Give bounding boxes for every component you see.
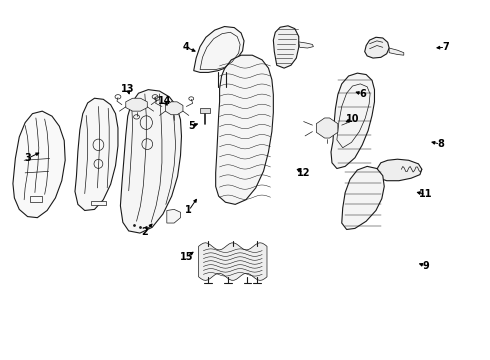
Text: 4: 4 bbox=[183, 42, 190, 52]
Text: 3: 3 bbox=[24, 153, 31, 163]
Polygon shape bbox=[126, 98, 147, 111]
Polygon shape bbox=[165, 102, 183, 115]
Polygon shape bbox=[194, 27, 244, 72]
Text: 5: 5 bbox=[188, 121, 195, 131]
Polygon shape bbox=[299, 42, 314, 48]
Text: 9: 9 bbox=[422, 261, 429, 271]
Polygon shape bbox=[91, 201, 106, 205]
Polygon shape bbox=[167, 210, 180, 223]
Text: 8: 8 bbox=[437, 139, 444, 149]
Text: 2: 2 bbox=[142, 227, 148, 237]
Polygon shape bbox=[331, 73, 374, 168]
Polygon shape bbox=[376, 159, 422, 181]
Polygon shape bbox=[198, 243, 267, 280]
Text: 1: 1 bbox=[185, 206, 192, 216]
Polygon shape bbox=[216, 55, 273, 204]
Polygon shape bbox=[365, 37, 389, 58]
Polygon shape bbox=[121, 90, 181, 233]
Polygon shape bbox=[200, 108, 210, 113]
Polygon shape bbox=[13, 111, 65, 218]
Text: 10: 10 bbox=[346, 114, 359, 124]
Text: 15: 15 bbox=[180, 252, 193, 262]
Polygon shape bbox=[389, 48, 404, 55]
Text: 6: 6 bbox=[359, 89, 366, 99]
Polygon shape bbox=[342, 166, 384, 229]
Text: 13: 13 bbox=[121, 84, 134, 94]
Text: 7: 7 bbox=[442, 42, 449, 52]
Polygon shape bbox=[317, 118, 338, 138]
Polygon shape bbox=[273, 26, 299, 68]
Text: 14: 14 bbox=[158, 96, 171, 106]
Polygon shape bbox=[75, 98, 118, 211]
Polygon shape bbox=[30, 196, 42, 202]
Text: 11: 11 bbox=[419, 189, 433, 199]
Text: 12: 12 bbox=[297, 168, 310, 178]
